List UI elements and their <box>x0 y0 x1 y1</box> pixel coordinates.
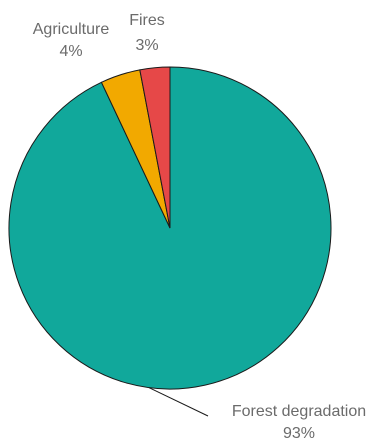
pie-slices <box>8 66 332 390</box>
slice-value-agriculture: 4% <box>59 43 82 60</box>
pie-slice-fires <box>139 66 171 229</box>
leader-line-forest-degradation <box>148 387 209 417</box>
slice-value-fires: 3% <box>135 37 158 54</box>
leader-lines <box>148 387 209 417</box>
slice-label-fires: Fires <box>129 12 165 29</box>
slice-label-agriculture: Agriculture <box>33 21 110 38</box>
slice-label-forest-degradation: Forest degradation <box>232 403 366 420</box>
slice-value-forest-degradation: 93% <box>283 425 315 442</box>
